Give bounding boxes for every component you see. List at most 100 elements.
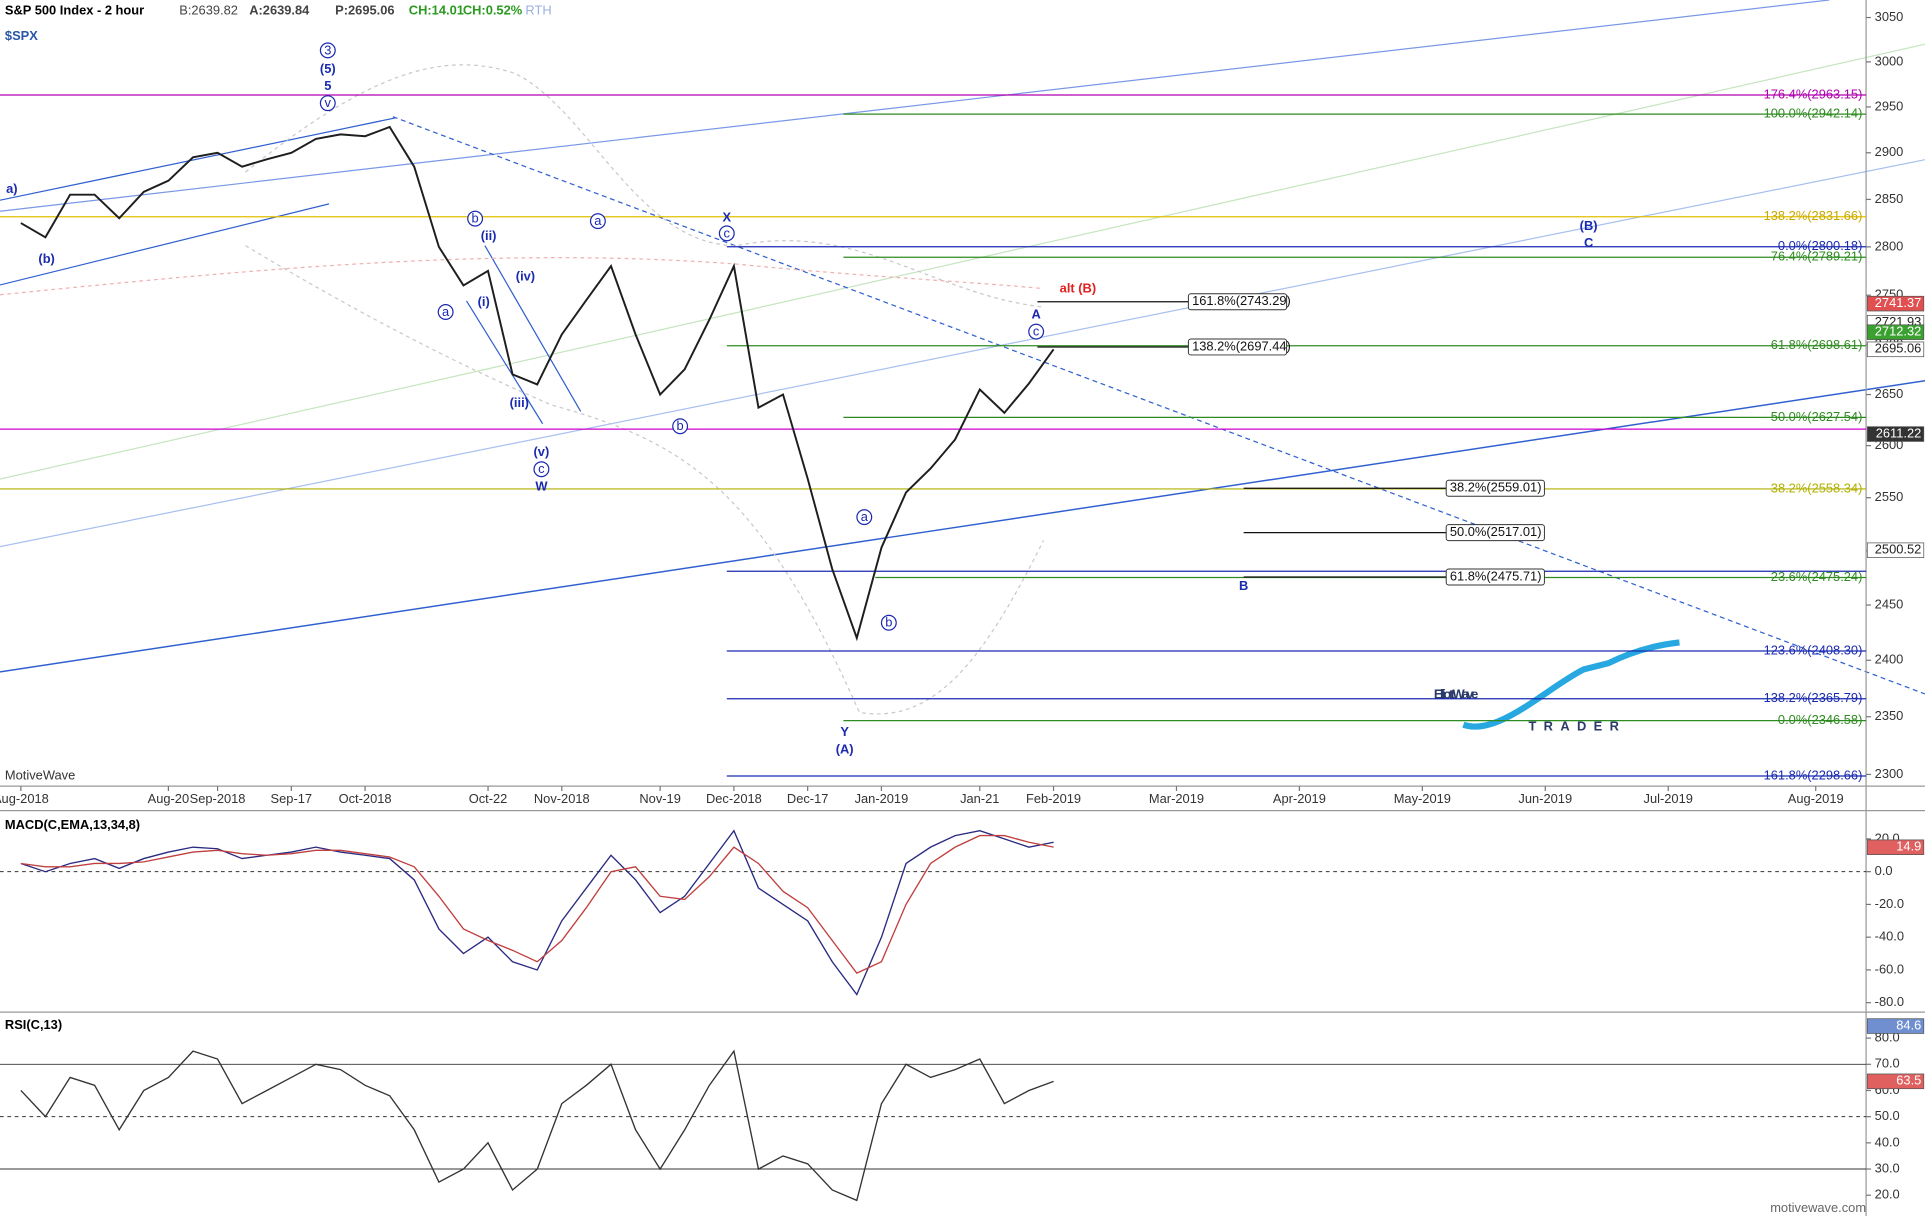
wave-label: (i) [478,294,490,309]
price-tag [1866,1073,1925,1090]
extension-label: 138.2%(2697.44) [1192,338,1291,353]
price-tag-label: 14.9 [1896,839,1921,854]
extension-box [1445,524,1545,542]
quote-item: A:2639.84 [249,2,310,17]
extension-label: 50.0%(2517.01) [1450,524,1542,539]
y-tick-label: 2650 [1875,386,1904,401]
fib-level-label: 0.0%(2800.18) [1778,238,1862,253]
wave-label: a) [6,181,17,196]
band [0,257,1044,296]
wave-label: (A) [836,741,854,756]
wave-label: (b) [38,251,54,266]
fib-level-label: 23.6%(2475.24) [1771,569,1863,584]
y-tick-label: -20.0 [1875,896,1904,911]
x-tick-label: Oct-22 [469,791,508,806]
x-tick-label: Feb-2019 [1026,791,1081,806]
logo: ElliottWave TRADER [1434,639,1680,734]
x-tick-label: Dec-2018 [706,791,762,806]
extension-label: 161.8%(2743.29) [1192,293,1291,308]
wave-circle [1028,323,1045,340]
y-tick-label: 2300 [1875,766,1904,781]
price-tag [1866,839,1925,856]
fib-level-label: 0.0%(2346.58) [1778,712,1862,727]
fib-level-label: 161.8%(2298.66) [1764,767,1863,782]
trendlines [0,0,1925,715]
logo-swoosh [1462,639,1680,730]
price-tag [1866,426,1925,442]
indicator-line [20,834,1054,975]
wave-label: c [538,461,545,476]
x-tick-label: Aug-20 [148,791,190,806]
indicator-line [20,1049,1054,1202]
y-tick-label: -80.0 [1875,994,1904,1009]
y-tick-label: 2450 [1875,596,1904,611]
wave-label: b [885,615,892,630]
y-tick-label: 2950 [1875,98,1904,113]
wave-label: B [1239,578,1248,593]
y-tick-label: 2550 [1875,489,1904,504]
y-tick-label: 2850 [1875,191,1904,206]
x-tick-label: Apr-2019 [1273,791,1326,806]
wave-circle [718,225,735,242]
price-tag [1866,295,1925,312]
price-tag [1866,324,1925,340]
trendline [484,245,582,412]
fib-level-label: 138.2%(2831.66) [1764,208,1863,223]
fib-level-label: 100.0%(2942.14) [1764,105,1863,120]
wave-circle [880,614,897,631]
extension-box [1445,568,1545,586]
wave-circle [672,418,689,435]
y-tick-label: -40.0 [1875,929,1904,944]
source: MotiveWave [5,768,75,783]
footer: motivewave.com [1770,1200,1866,1215]
fib-level-label: 138.2%(2365.79) [1764,690,1863,705]
y-tick-label: 70.0 [1875,1056,1900,1071]
wave-label: b [677,418,684,433]
price-tag-label: 63.5 [1896,1073,1921,1088]
x-tick-label: Jan-21 [960,791,999,806]
wave-label: (iv) [516,268,535,283]
extension-box [1187,338,1288,356]
wave-label: (v) [534,444,550,459]
trendline [0,117,396,201]
x-tick-label: Nov-19 [639,791,681,806]
wave-label: Y [840,724,849,739]
x-tick-label: May-2019 [1394,791,1451,806]
wave-label: c [1033,324,1040,339]
x-tick-label: Jan-2019 [855,791,909,806]
y-tick-label: 2350 [1875,708,1904,723]
wave-label: W [535,478,548,493]
quote-item: CH:14.01 [409,2,464,17]
x-tick-label: Oct-2018 [339,791,392,806]
wave-circle [319,42,336,59]
logo-subtext: TRADER [1528,719,1626,734]
price-tag-label: 2695.06 [1875,341,1922,356]
fib-level-label: 123.6%(2408.30) [1764,642,1863,657]
x-tick-label: Nov-2018 [534,791,590,806]
wave-circle [437,304,454,320]
wave-label: a [594,213,602,228]
wave-label: C [1584,235,1593,250]
panel-title: RSI(C,13) [5,1017,62,1032]
extension-box [1187,293,1288,311]
wave-label: A [1032,306,1041,321]
wave-circle [533,461,550,478]
x-tick-label: Aug-2018 [0,791,49,806]
x-tick-label: Jul-2019 [1644,791,1693,806]
trendline [465,300,544,425]
logo-text: ElliottWave [1434,687,1478,702]
panel-title: MACD(C,EMA,13,34,8) [5,817,140,832]
price-tag [1866,341,1925,358]
y-tick-label: 2800 [1875,238,1904,253]
y-tick-label: 0.0 [1875,863,1893,878]
extension-box [1445,479,1545,497]
wave-label: c [724,225,731,240]
trendline [0,203,330,286]
wave-label: (iii) [510,395,529,410]
band [245,64,1044,308]
x-tick-label: Jun-2019 [1518,791,1572,806]
wave-circle [467,210,484,227]
y-tick-label: 2900 [1875,144,1904,159]
